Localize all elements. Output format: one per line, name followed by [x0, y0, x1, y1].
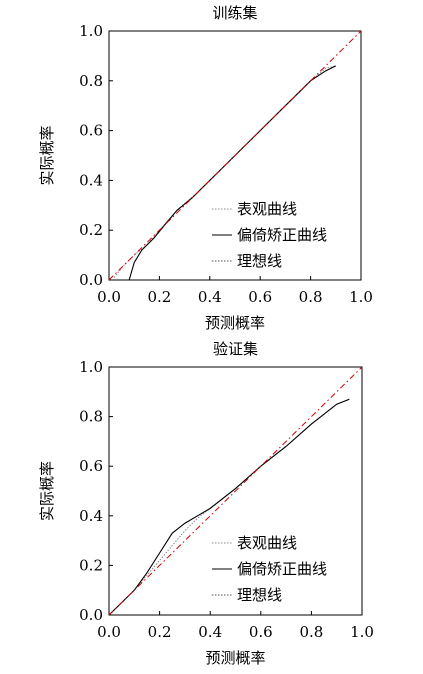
- y-tick-label: 0.0: [79, 271, 103, 289]
- x-axis-label: 预测概率: [205, 314, 265, 332]
- legend-label: 表观曲线: [237, 534, 297, 552]
- chart-title: 验证集: [213, 340, 258, 358]
- x-tick-label: 0.6: [248, 288, 272, 306]
- legend-label: 偏倚矫正曲线: [237, 560, 327, 578]
- x-tick-label: 1.0: [350, 623, 374, 641]
- y-tick-label: 0.0: [79, 606, 103, 624]
- legend-label: 理想线: [237, 586, 282, 604]
- y-tick-label: 0.4: [79, 171, 103, 189]
- plot-frame: [108, 366, 363, 616]
- y-tick-label: 0.4: [79, 507, 103, 525]
- chart-panel-2: 验证集 0.0 0.2 0.4 0.6 0.8 1.0 0.0 0.2 0.4 0.6 0.8 1.0 预…: [38, 340, 374, 667]
- series-line-3: [109, 367, 362, 615]
- series-line-1: [109, 398, 350, 615]
- y-tick-label: 0.2: [79, 221, 103, 239]
- y-tick-label: 0.8: [79, 408, 103, 426]
- y-axis-label: 实际概率: [38, 125, 56, 185]
- y-tick-label: 0.8: [79, 72, 103, 90]
- chart-panel-1: 训练集 0.0 0.2 0.4 0.6 0.8 1.0 0.0 0.2 0.4 0.6 0.8 1.0 预…: [38, 4, 373, 332]
- x-tick-label: 0.2: [147, 288, 171, 306]
- legend-label: 偏倚矫正曲线: [237, 226, 327, 244]
- x-tick-label: 0.8: [299, 623, 323, 641]
- x-tick-label: 0.0: [97, 623, 121, 641]
- x-axis-label: 预测概率: [205, 649, 265, 667]
- y-tick-label: 0.6: [79, 457, 103, 475]
- x-tick-label: 0.4: [198, 288, 222, 306]
- chart-title: 训练集: [212, 4, 257, 22]
- legend-label: 理想线: [237, 252, 282, 270]
- series-line-2: [109, 398, 350, 615]
- y-axis-label: 实际概率: [38, 461, 56, 521]
- x-tick-label: 1.0: [349, 288, 373, 306]
- x-tick-label: 0.4: [198, 623, 222, 641]
- x-tick-label: 0.0: [97, 288, 121, 306]
- series-line-1: [113, 65, 336, 278]
- y-tick-label: 0.2: [79, 556, 103, 574]
- y-tick-label: 0.6: [79, 122, 103, 140]
- plot-frame: [108, 30, 362, 281]
- series-line-3: [109, 31, 361, 280]
- x-tick-label: 0.6: [249, 623, 273, 641]
- y-tick-label: 1.0: [79, 22, 103, 40]
- y-tick-label: 1.0: [79, 358, 103, 376]
- x-tick-label: 0.2: [148, 623, 172, 641]
- series-line-2: [128, 65, 337, 280]
- x-tick-label: 0.8: [299, 288, 323, 306]
- legend-label: 表观曲线: [237, 200, 297, 218]
